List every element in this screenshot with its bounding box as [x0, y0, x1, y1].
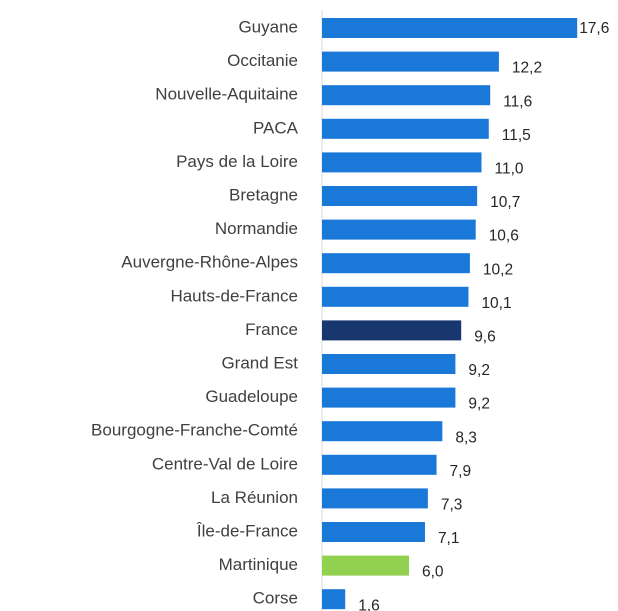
value-label: 9,2	[468, 396, 490, 413]
category-label: Martinique	[219, 555, 298, 574]
category-label: Normandie	[215, 219, 298, 238]
category-label: La Réunion	[211, 488, 298, 507]
value-label: 9,6	[474, 328, 496, 345]
bar	[322, 522, 425, 542]
category-label: Centre-Val de Loire	[152, 454, 298, 473]
value-label: 11,5	[502, 127, 531, 144]
value-label: 17,6	[579, 20, 609, 37]
category-label: Île-de-France	[196, 521, 298, 540]
value-label: 10,6	[489, 228, 519, 245]
bar	[322, 354, 456, 374]
category-label: PACA	[253, 118, 299, 137]
category-label: Pays de la Loire	[176, 152, 298, 171]
category-label: Corse	[253, 589, 298, 608]
bar	[322, 286, 469, 307]
value-label: 12,2	[512, 60, 542, 77]
bar	[322, 454, 437, 475]
value-label: 1,6	[358, 597, 380, 611]
bar	[322, 51, 499, 72]
category-label: France	[245, 320, 298, 339]
category-label: Guyane	[238, 17, 298, 36]
category-label: Grand Est	[221, 353, 298, 372]
bar	[322, 253, 470, 274]
bar	[322, 421, 443, 442]
value-label: 7,9	[450, 463, 472, 480]
category-label: Bretagne	[229, 185, 298, 204]
category-label: Auvergne-Rhône-Alpes	[121, 253, 298, 272]
bar	[322, 589, 346, 610]
value-label: 11,0	[495, 160, 524, 177]
bar	[322, 18, 578, 38]
value-label: 7,3	[441, 496, 463, 513]
value-label: 10,2	[483, 261, 513, 278]
bar	[322, 152, 482, 173]
value-label: 7,1	[438, 530, 460, 547]
bar	[322, 488, 428, 509]
bar	[322, 219, 476, 240]
value-label: 10,7	[490, 194, 520, 211]
bar	[322, 85, 491, 106]
value-label: 11,6	[503, 93, 532, 110]
value-label: 9,2	[468, 362, 490, 379]
category-label: Guadeloupe	[205, 387, 298, 406]
value-label: 6,0	[422, 564, 444, 581]
category-label: Occitanie	[227, 51, 298, 70]
category-label: Hauts-de-France	[170, 286, 298, 305]
category-label: Nouvelle-Aquitaine	[155, 85, 298, 104]
bar	[322, 320, 462, 341]
category-label: Bourgogne-Franche-Comté	[91, 421, 298, 440]
bar	[322, 387, 456, 408]
value-label: 8,3	[455, 429, 477, 446]
bar	[322, 555, 409, 576]
value-label: 10,1	[481, 295, 511, 312]
bar	[322, 118, 489, 139]
bar	[322, 186, 478, 206]
